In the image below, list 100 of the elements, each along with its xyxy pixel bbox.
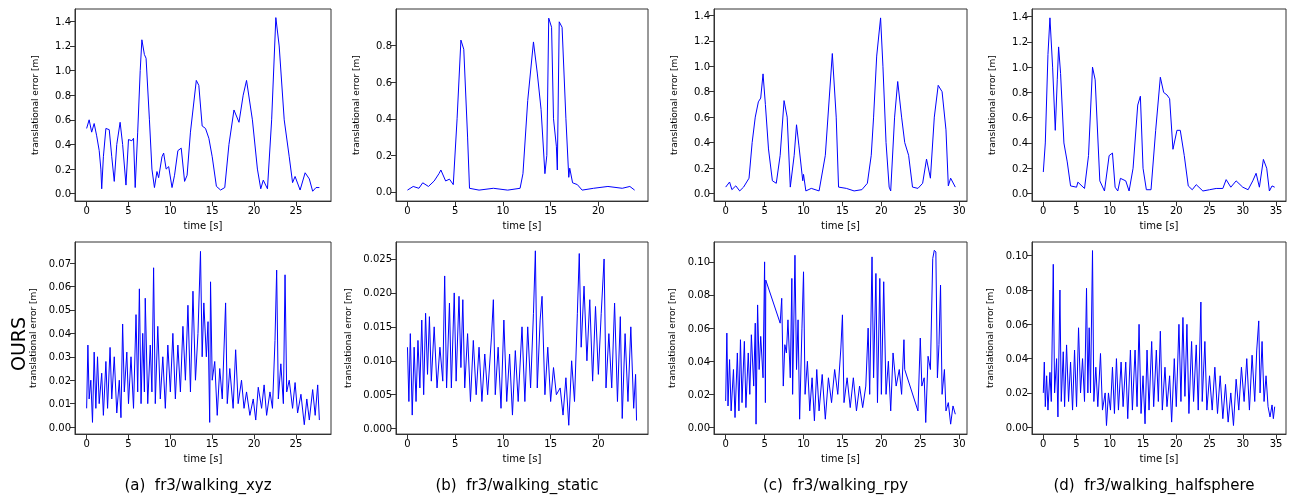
x-tick-label: 10 <box>496 437 510 449</box>
y-tick-label: 0.07 <box>48 257 71 269</box>
y-tick-label: 0.4 <box>694 137 710 149</box>
x-tick-label: 15 <box>836 437 849 449</box>
y-tick-label: 0.08 <box>1005 284 1028 296</box>
x-tick-label: 30 <box>952 437 966 449</box>
line-series <box>406 17 636 191</box>
x-tick-label: 5 <box>451 437 459 449</box>
x-tick-label: 20 <box>592 204 605 216</box>
x-tick-label: 5 <box>1073 437 1080 449</box>
y-axis-title: translational error [m] <box>28 288 39 388</box>
x-tick-label: 10 <box>797 437 810 449</box>
y-tick-label: 0.005 <box>363 389 392 401</box>
x-tick-label: 0 <box>722 437 729 449</box>
y-tick-label: 0.020 <box>363 287 392 299</box>
y-tick-label: 1.0 <box>55 65 71 77</box>
y-tick-label: 1.0 <box>694 60 710 72</box>
x-tick-label: 30 <box>1236 204 1250 216</box>
x-tick-label: 10 <box>1103 204 1117 216</box>
y-axis-title: translational error [m] <box>667 288 678 388</box>
x-axis-title: time [s] <box>183 219 223 231</box>
x-tick-label: 15 <box>544 204 557 216</box>
y-tick-label: 0.02 <box>1005 387 1028 399</box>
x-tick-label: 10 <box>163 204 177 216</box>
x-tick-label: 25 <box>289 204 303 216</box>
y-tick-label: 0.00 <box>1005 421 1028 433</box>
x-tick-label: 5 <box>761 437 768 449</box>
x-tick-label: 25 <box>1203 437 1216 449</box>
x-tick-label: 20 <box>1169 437 1183 449</box>
x-tick-label: 10 <box>797 204 810 216</box>
y-tick-label: 0.6 <box>1012 112 1028 124</box>
text: (a) fr3/walking_xyz <box>123 476 273 494</box>
y-tick-label: 0.6 <box>376 76 392 88</box>
y-tick-label: 0.025 <box>363 253 392 265</box>
y-tick-label: 0.10 <box>1005 250 1028 262</box>
x-tick-label: 0 <box>1040 204 1047 216</box>
line-series <box>1042 250 1276 427</box>
x-axis-title: time [s] <box>502 452 542 464</box>
y-tick-label: 0.2 <box>694 162 710 174</box>
x-tick-label: 0 <box>722 204 729 216</box>
x-tick-label: 0 <box>404 204 411 216</box>
x-tick-label: 15 <box>1136 204 1150 216</box>
x-tick-label: 10 <box>163 437 177 449</box>
x-tick-label: 5 <box>125 204 132 216</box>
y-tick-label: 0.8 <box>376 40 392 52</box>
y-tick-label: 0.02 <box>687 388 710 400</box>
x-tick-label: 35 <box>1269 204 1283 216</box>
x-tick-label: 30 <box>952 204 966 216</box>
y-tick-label: 0.08 <box>687 289 710 301</box>
y-tick-label: 0.8 <box>1012 86 1028 98</box>
y-axis-title: translational error [m] <box>29 55 40 155</box>
x-tick-label: 15 <box>1136 437 1150 449</box>
text: (b) fr3/walking_static <box>434 476 600 494</box>
y-tick-label: 0.0 <box>1012 188 1028 200</box>
x-tick-label: 5 <box>451 204 459 216</box>
y-tick-label: 0.2 <box>376 149 392 161</box>
y-tick-label: 0.000 <box>363 423 392 435</box>
x-tick-label: 20 <box>875 204 888 216</box>
y-tick-label: 0.4 <box>55 138 71 150</box>
x-tick-label: 25 <box>289 437 303 449</box>
x-tick-label: 35 <box>1269 437 1283 449</box>
y-tick-label: 0.04 <box>687 355 710 367</box>
y-tick-label: 0.10 <box>687 256 710 268</box>
x-tick-label: 0 <box>1040 437 1047 449</box>
line-series <box>406 250 638 426</box>
x-tick-label: 25 <box>1203 204 1216 216</box>
x-tick-label: 10 <box>496 204 510 216</box>
y-tick-label: 0.6 <box>694 111 710 123</box>
x-tick-label: 20 <box>247 204 261 216</box>
y-tick-label: 0.06 <box>1005 318 1028 330</box>
line-series <box>86 17 320 192</box>
x-tick-label: 5 <box>761 204 768 216</box>
x-axis-title: time [s] <box>821 219 860 231</box>
y-axis-title: translational error [m] <box>986 55 997 155</box>
y-tick-label: 0.06 <box>48 281 71 293</box>
line-series <box>725 249 956 425</box>
y-tick-label: 0.2 <box>55 163 71 175</box>
y-tick-label: 0.00 <box>687 421 710 433</box>
x-axis-title: time [s] <box>502 219 542 231</box>
y-tick-label: 0.0 <box>376 186 392 198</box>
x-axis-title: time [s] <box>1139 452 1179 464</box>
y-axis-title: translational error [m] <box>668 55 679 155</box>
text: OURS <box>7 315 29 374</box>
x-axis-title: time [s] <box>183 452 223 464</box>
x-tick-label: 30 <box>1236 437 1250 449</box>
y-tick-label: 0.04 <box>1005 353 1028 365</box>
x-tick-label: 5 <box>1073 204 1080 216</box>
y-tick-label: 0.04 <box>48 327 71 339</box>
y-tick-label: 0.05 <box>48 304 71 316</box>
y-tick-label: 0.4 <box>1012 137 1028 149</box>
y-tick-label: 0.2 <box>1012 162 1028 174</box>
x-axis-title: time [s] <box>821 452 860 464</box>
x-tick-label: 15 <box>205 437 219 449</box>
y-tick-label: 0.01 <box>48 398 71 410</box>
y-tick-label: 0.0 <box>694 187 710 199</box>
y-tick-label: 0.03 <box>48 351 71 363</box>
x-tick-label: 25 <box>913 204 927 216</box>
y-tick-label: 0.02 <box>48 374 71 386</box>
x-tick-label: 0 <box>404 437 411 449</box>
y-tick-label: 1.0 <box>1012 61 1028 73</box>
